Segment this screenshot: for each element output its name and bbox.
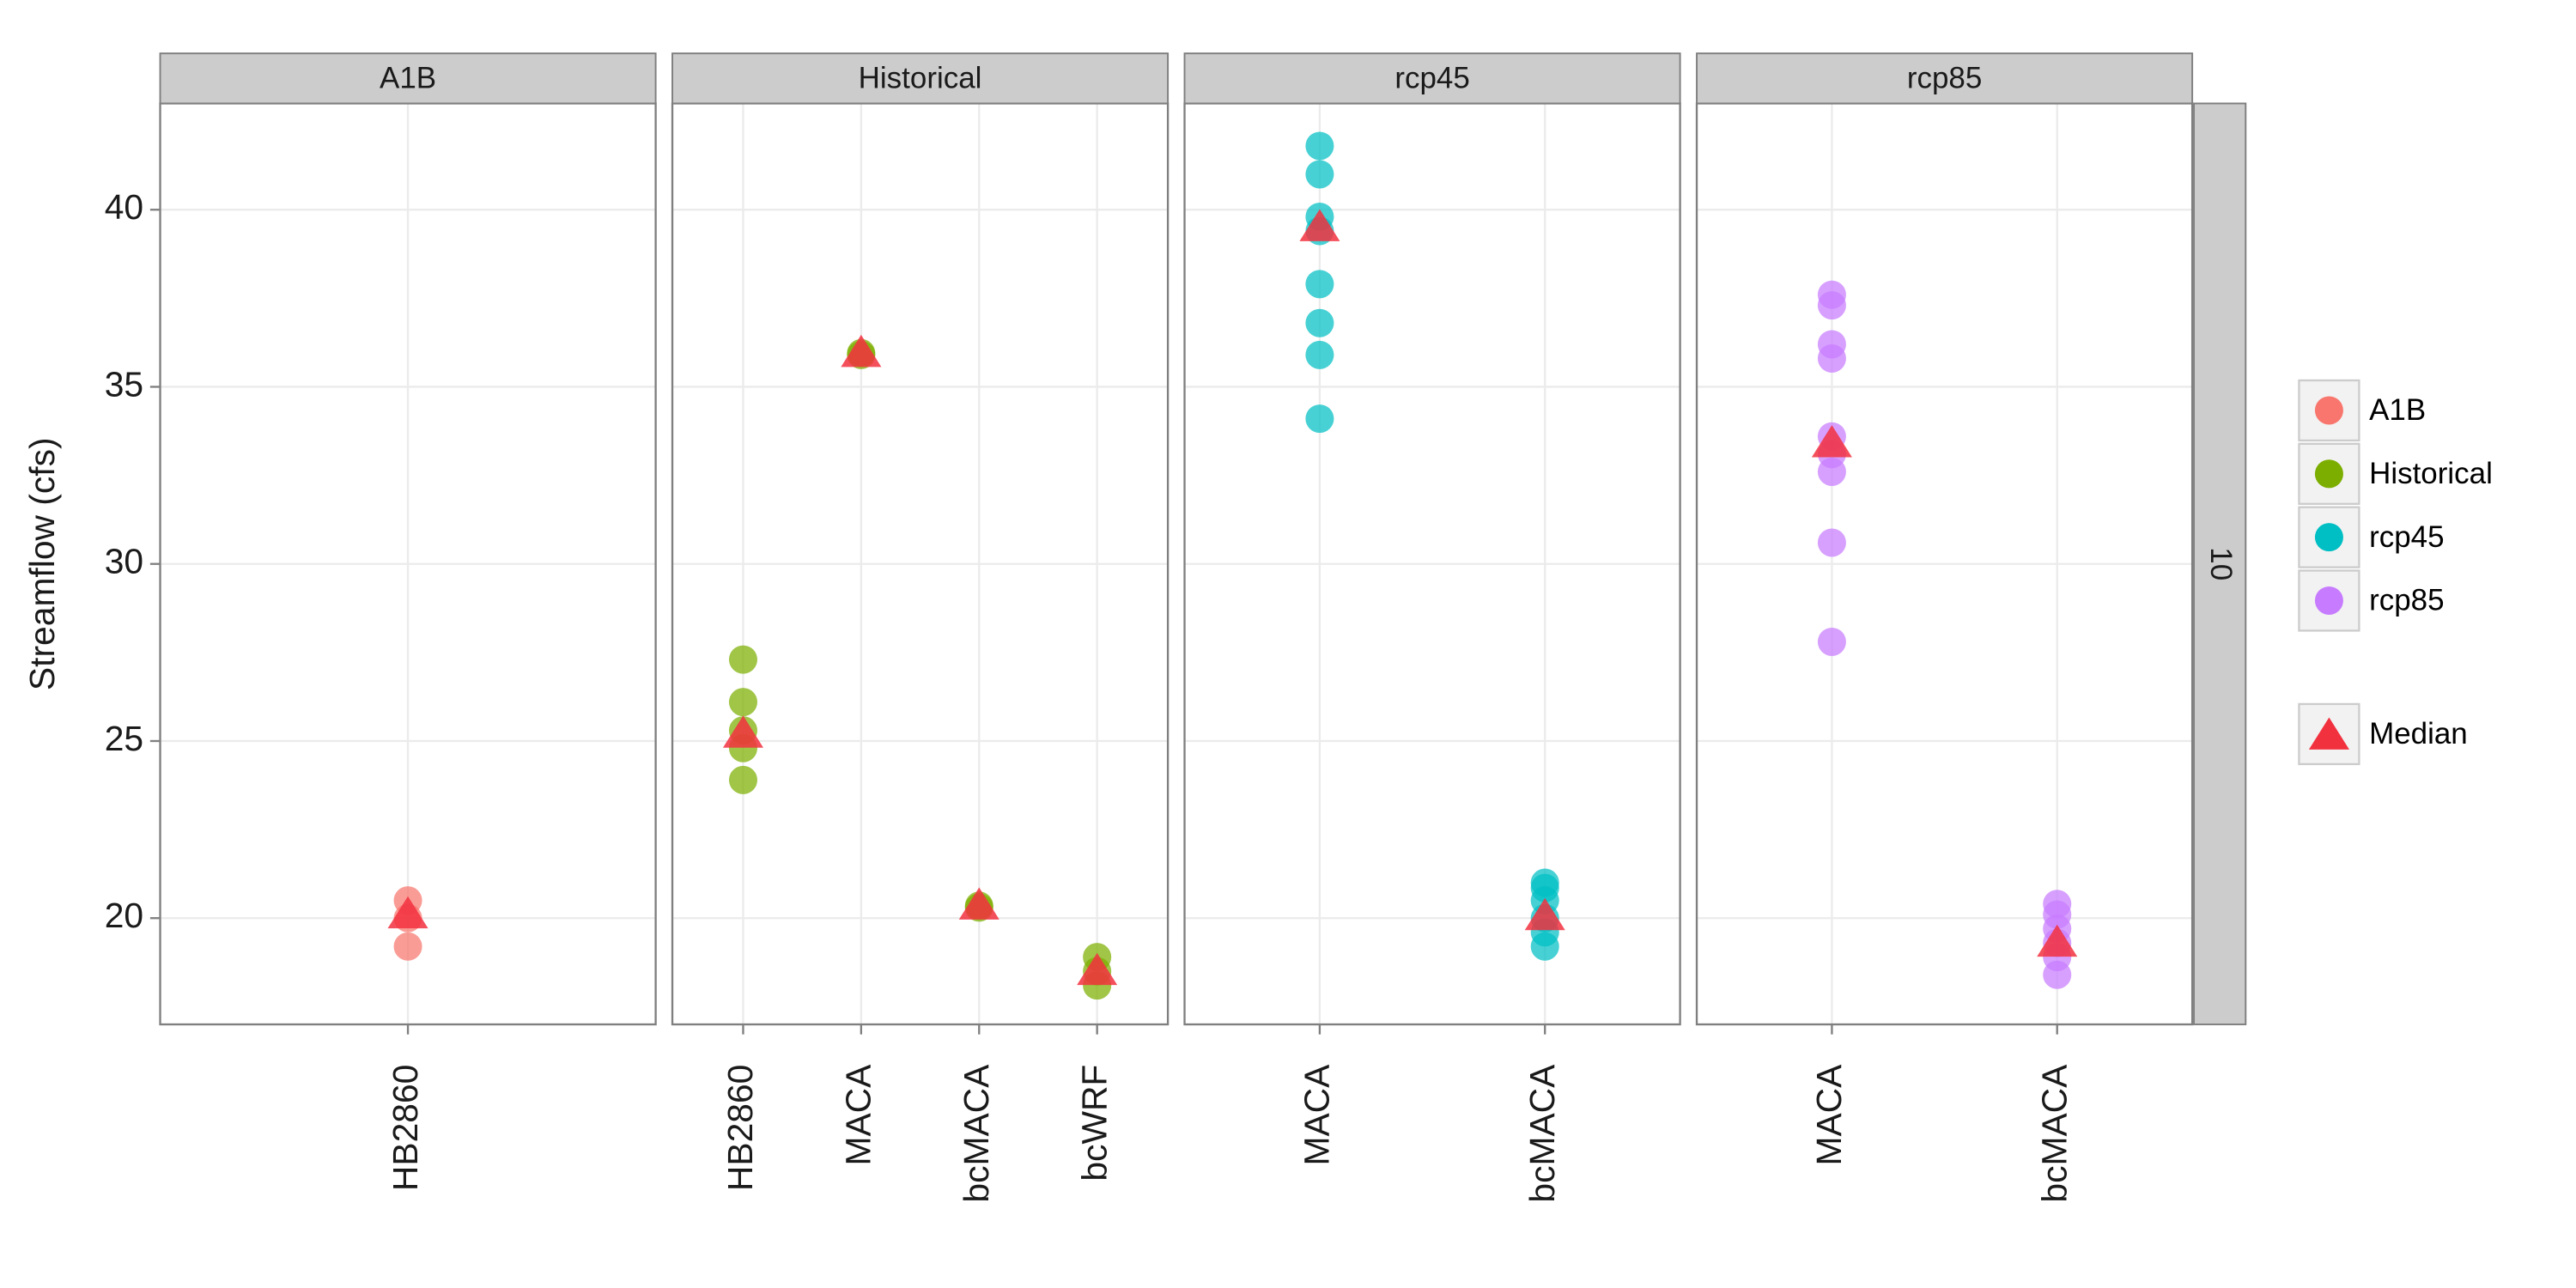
point — [728, 765, 757, 794]
median-marker — [722, 715, 763, 748]
median-marker — [841, 334, 882, 368]
point — [1305, 340, 1334, 369]
y-tick-label: 35 — [105, 364, 143, 404]
x-tick-label: HB2860 — [386, 1065, 425, 1191]
point — [1530, 932, 1559, 961]
point — [2043, 960, 2072, 989]
point — [1817, 627, 1846, 657]
point — [728, 645, 757, 674]
facet-strip — [671, 52, 1170, 105]
legend-label: rcp85 — [2369, 584, 2444, 617]
legend-swatch — [2314, 586, 2343, 615]
x-tick-label: MACA — [1809, 1064, 1849, 1166]
row-strip — [2193, 102, 2247, 1025]
median-marker — [1811, 425, 1852, 458]
x-tick-label: bcMACA — [957, 1064, 996, 1203]
x-tick-label: bcMACA — [1522, 1064, 1562, 1203]
point — [1817, 457, 1846, 486]
x-tick-label: MACA — [839, 1064, 878, 1166]
legend-label: A1B — [2369, 393, 2426, 427]
point — [728, 688, 757, 717]
legend-swatch — [2314, 523, 2343, 552]
row-label: 10 — [2204, 547, 2238, 580]
legend-label: rcp45 — [2369, 520, 2444, 554]
median-marker — [1524, 897, 1565, 931]
facet-title: rcp85 — [1907, 61, 1982, 94]
facet-strip — [159, 52, 657, 105]
median-marker — [2037, 924, 2078, 957]
legend-swatch — [2314, 459, 2343, 489]
facet-strip — [1183, 52, 1681, 105]
median-marker — [1299, 209, 1340, 241]
facet-title: Historical — [859, 61, 982, 94]
legend-swatch — [2308, 717, 2349, 750]
point — [1305, 131, 1334, 161]
y-tick-label: 40 — [105, 187, 143, 227]
legend-key — [2298, 702, 2360, 766]
median-marker — [1077, 952, 1118, 986]
point — [1305, 270, 1334, 299]
y-tick-label: 20 — [105, 896, 143, 935]
point — [1817, 343, 1846, 373]
legend-swatch — [2314, 396, 2343, 425]
y-axis-label: Streamflow (cfs) — [22, 437, 62, 690]
median-marker — [387, 896, 428, 929]
facet-strip — [1696, 52, 2194, 105]
point — [393, 932, 422, 961]
y-tick-label: 30 — [105, 542, 143, 581]
x-tick-label: HB2860 — [720, 1065, 760, 1191]
point — [1305, 308, 1334, 337]
point — [1305, 404, 1334, 434]
legend-label: Historical — [2369, 457, 2493, 490]
point — [1817, 528, 1846, 557]
x-tick-label: bcMACA — [2035, 1064, 2075, 1203]
facet-title: A1B — [380, 61, 436, 94]
legend-label: Median — [2369, 717, 2468, 750]
x-tick-label: bcWRF — [1074, 1065, 1114, 1182]
point — [1817, 291, 1846, 320]
facet-title: rcp45 — [1394, 61, 1469, 94]
x-tick-label: MACA — [1297, 1064, 1337, 1166]
y-tick-label: 25 — [105, 719, 143, 758]
median-marker — [958, 887, 999, 920]
point — [1305, 160, 1334, 189]
